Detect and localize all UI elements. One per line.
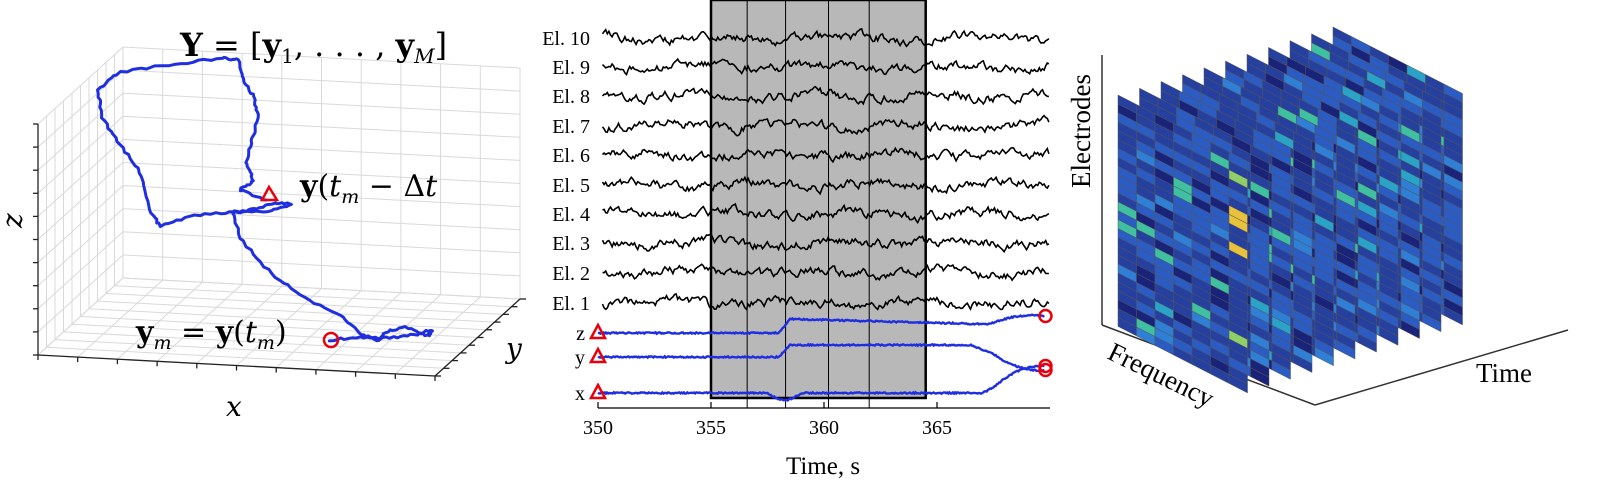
side-wall-grid-line [37, 162, 124, 240]
electrode-label: El. 7 [552, 116, 590, 138]
embedding-label: x [575, 383, 585, 405]
time-tick-label: 360 [809, 417, 839, 439]
floor-grid-line [355, 294, 441, 373]
tensor-slice [1117, 94, 1248, 394]
floor-grid-line [394, 296, 481, 375]
start-triangle-marker [259, 184, 280, 202]
tensor-cell [1379, 326, 1399, 346]
eeg-trace [601, 292, 1050, 311]
electrode-label: El. 4 [552, 204, 590, 226]
eeg-trace [601, 85, 1049, 106]
eeg-trace [601, 114, 1050, 137]
electrode-label: El. 2 [552, 263, 590, 285]
eeg-trace [601, 27, 1050, 48]
panel-a-axes [33, 123, 526, 381]
side-wall-grid-line [37, 92, 124, 171]
end-circle-marker [1038, 308, 1053, 324]
floor-grid-line [275, 290, 362, 368]
eeg-trace [601, 233, 1050, 254]
tensor-slices [1117, 26, 1463, 394]
start-triangle-marker [588, 346, 608, 364]
embedding-trace [597, 313, 1045, 336]
panel-a-trajectory-plot: Y = [y1, . . . , yM] y(tm − Δt ym = y(tm… [0, 26, 526, 423]
electrode-label: El. 8 [552, 86, 590, 108]
embedding-labels: zyx [575, 323, 585, 405]
time-axis-line [1314, 329, 1569, 406]
trajectory-matrix-title: Y = [y1, . . . , yM] [179, 26, 447, 68]
analysis-window-shade [709, 0, 927, 400]
floor-grid-line [88, 308, 487, 331]
panel-c-tensor: Electrodes Frequency Time [1066, 26, 1569, 414]
side-wall-grid-line [37, 46, 124, 125]
back-wall-grid-line [122, 92, 521, 115]
tensor-cell [1293, 353, 1313, 373]
start-triangle-marker [588, 322, 608, 340]
panel-a-3d-grid [37, 46, 521, 377]
eeg-traces [601, 27, 1050, 311]
embedding-label: y [575, 347, 585, 369]
end-point-label: ym = y(tm) [135, 315, 287, 354]
start-point-label: y(tm − Δt [299, 169, 438, 208]
tensor-cell [1443, 306, 1463, 326]
back-wall-grid-line [122, 162, 521, 184]
eeg-trace [602, 263, 1049, 282]
x-axis-label: x [226, 390, 242, 423]
tensor-cell [1357, 333, 1377, 353]
electrode-labels: El. 10 El. 9 El. 8 El. 7 El. 6 El. 5 El. 4 El. … [542, 28, 590, 315]
back-wall-grid-line [122, 138, 521, 161]
embedding-trace [597, 364, 1045, 402]
tensor-cell [1228, 374, 1248, 394]
time-tick-label: 350 [583, 417, 613, 439]
start-triangle-marker [588, 382, 608, 400]
tensor-cell [1314, 346, 1334, 367]
eeg-trace [602, 202, 1050, 225]
eeg-trace [601, 57, 1050, 76]
tensor-cell [1250, 367, 1270, 387]
embedding-traces [597, 313, 1045, 402]
electrode-label: El. 5 [552, 175, 590, 197]
trajectory-line [96, 55, 434, 343]
time-axis: 350 355 360 365 [583, 402, 1050, 439]
time-axis-label: Time, s [786, 453, 860, 480]
side-wall-grid-line [37, 139, 124, 217]
floor-grid-line [105, 292, 504, 315]
time-tick-label: 355 [696, 417, 726, 439]
electrodes-axis-label: Electrodes [1066, 74, 1096, 188]
floor-grid-line [114, 285, 512, 308]
end-circle-marker [322, 331, 340, 349]
eeg-trace [601, 146, 1050, 164]
tensor-cell [1336, 340, 1356, 360]
y-axis-label: y [504, 332, 523, 365]
electrode-label: El. 3 [552, 233, 590, 255]
panel-b-eeg-plot: El. 10 El. 9 El. 8 El. 7 El. 6 El. 5 El. 4 El. … [542, 0, 1053, 480]
time-axis-label-tensor: Time [1476, 358, 1532, 388]
time-tick-label: 365 [922, 417, 952, 439]
embedding-markers [588, 308, 1053, 400]
tensor-cell [1422, 312, 1442, 333]
tensor-cell [1271, 360, 1291, 380]
tensor-cell [1400, 319, 1420, 339]
embedding-trace [597, 342, 1045, 373]
side-wall-grid-line [37, 69, 124, 148]
electrode-label: El. 9 [552, 57, 590, 79]
z-axis-label: z [0, 213, 29, 229]
back-wall-grid-line [122, 69, 521, 92]
back-wall-grid-line [122, 115, 521, 138]
electrode-label: El. 1 [552, 293, 590, 315]
embedding-label: z [576, 323, 585, 345]
floor-grid-line [97, 300, 495, 323]
end-circle-marker [1038, 358, 1053, 374]
back-wall-grid-line [122, 46, 521, 69]
electrode-label: El. 10 [542, 28, 590, 50]
eeg-trace [601, 175, 1050, 196]
electrode-label: El. 6 [552, 145, 590, 167]
